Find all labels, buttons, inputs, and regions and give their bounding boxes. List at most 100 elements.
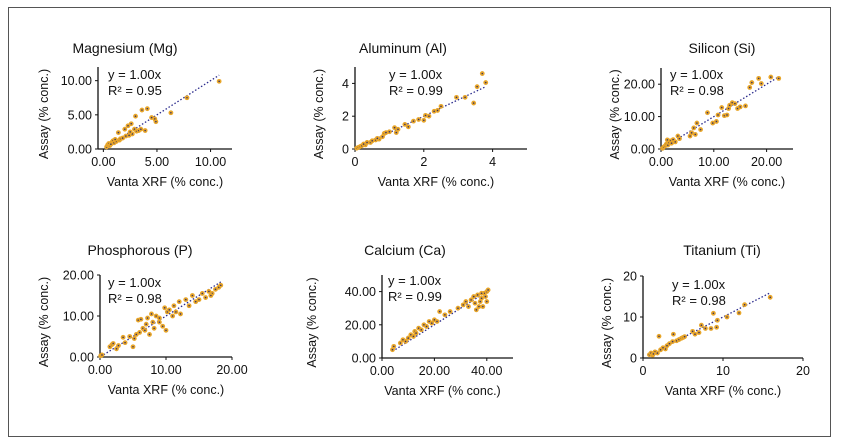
data-point-center (462, 304, 465, 306)
data-point-center (417, 118, 420, 121)
data-point-center (694, 133, 697, 136)
data-point-center (146, 317, 149, 319)
data-point-center (728, 104, 731, 107)
data-point-center (122, 336, 124, 339)
data-point-center (423, 119, 425, 122)
data-point-center (666, 139, 669, 141)
data-point-center (748, 86, 751, 89)
data-point-center (186, 96, 188, 99)
data-point-center (175, 311, 177, 313)
data-point-center (201, 292, 204, 295)
trendline (649, 292, 771, 356)
trend-equation: y = 1.00x (670, 67, 724, 82)
y-tick-label: 0.00 (352, 352, 376, 366)
data-point-center (112, 342, 114, 345)
data-point-center (110, 143, 112, 146)
data-point-center (404, 123, 406, 126)
data-point-center (376, 137, 379, 140)
data-point-center (482, 305, 484, 308)
y-tick-label: 10.00 (61, 74, 92, 88)
data-point-center (135, 333, 138, 336)
y-axis-label: Assay (% conc.) (600, 278, 614, 368)
data-point-center (154, 118, 156, 120)
data-point-center (433, 319, 436, 321)
data-point-center (710, 327, 712, 330)
data-point-center (467, 305, 470, 308)
data-point-center (155, 315, 157, 317)
data-point-center (124, 341, 126, 344)
y-tick-label: 0.00 (70, 351, 94, 365)
data-point-center (700, 324, 703, 327)
data-point-center (658, 335, 660, 338)
x-axis-label: Vanta XRF (% conc.) (107, 175, 223, 189)
trend-equation: y = 1.00x (108, 275, 162, 290)
data-point-center (668, 342, 671, 345)
y-tick-label: 40.00 (345, 285, 376, 299)
data-point-center (185, 298, 187, 301)
data-point-center (428, 320, 430, 323)
trend-equation: y = 1.00x (389, 67, 443, 82)
data-point-center (678, 137, 681, 140)
data-point-center (672, 333, 675, 336)
panel-title: Calcium (Ca) (364, 242, 446, 258)
data-point-center (179, 313, 182, 315)
data-point-center (670, 142, 673, 144)
data-point-center (144, 129, 146, 132)
data-point-center (455, 96, 458, 99)
data-point-center (388, 130, 391, 133)
data-point-center (129, 131, 131, 133)
r-squared: R² = 0.98 (670, 83, 724, 98)
data-point-center (472, 295, 475, 298)
data-point-center (472, 102, 475, 104)
data-point-center (689, 135, 691, 137)
data-point-center (128, 335, 131, 338)
data-point-center (362, 143, 365, 145)
data-point-center (163, 307, 166, 309)
data-point-center (208, 290, 210, 293)
data-point-center (198, 298, 200, 301)
data-point-center (214, 288, 217, 291)
data-point-center (366, 141, 368, 144)
data-point-center (734, 102, 736, 105)
data-point-center (141, 109, 143, 111)
data-point-center (392, 345, 395, 348)
data-point-center (133, 337, 136, 340)
y-tick-label: 0.00 (631, 143, 655, 157)
data-point-center (436, 109, 439, 112)
data-point-center (158, 321, 161, 323)
y-axis-label: Assay (% conc.) (305, 277, 319, 367)
data-point-center (694, 333, 696, 336)
r-squared: R² = 0.99 (388, 289, 442, 304)
data-point-center (706, 111, 709, 114)
r-squared: R² = 0.98 (672, 293, 726, 308)
data-point-center (777, 77, 780, 80)
data-point-center (465, 300, 467, 303)
y-tick-label: 20.00 (345, 318, 376, 332)
data-point-center (444, 314, 446, 316)
data-point-center (140, 318, 142, 321)
data-point-center (152, 321, 154, 323)
data-point-center (124, 128, 126, 130)
data-point-center (134, 115, 137, 117)
r-squared: R² = 0.98 (108, 291, 162, 306)
data-point-center (662, 346, 664, 349)
data-point-center (757, 77, 760, 80)
data-point-center (153, 327, 155, 330)
data-point-center (415, 332, 417, 334)
data-point-center (691, 330, 694, 333)
data-point-center (726, 316, 728, 318)
data-point-center (395, 131, 398, 134)
y-axis-label: Assay (% conc.) (37, 277, 51, 367)
data-point-center (659, 349, 662, 351)
data-point-center (464, 96, 466, 99)
panel-titanium: Titanium (Ti) 0 10 20 0 10 20 Vanta XRF (% conc… (600, 242, 810, 398)
data-point-center (150, 116, 153, 119)
data-point-center (131, 133, 134, 135)
data-point-center (404, 340, 407, 343)
data-point-center (484, 81, 487, 84)
y-tick-label: 10.00 (624, 110, 655, 124)
data-point-center (744, 105, 747, 107)
data-point-center (751, 81, 753, 84)
data-point-center (101, 354, 103, 356)
data-point-center (420, 328, 423, 331)
